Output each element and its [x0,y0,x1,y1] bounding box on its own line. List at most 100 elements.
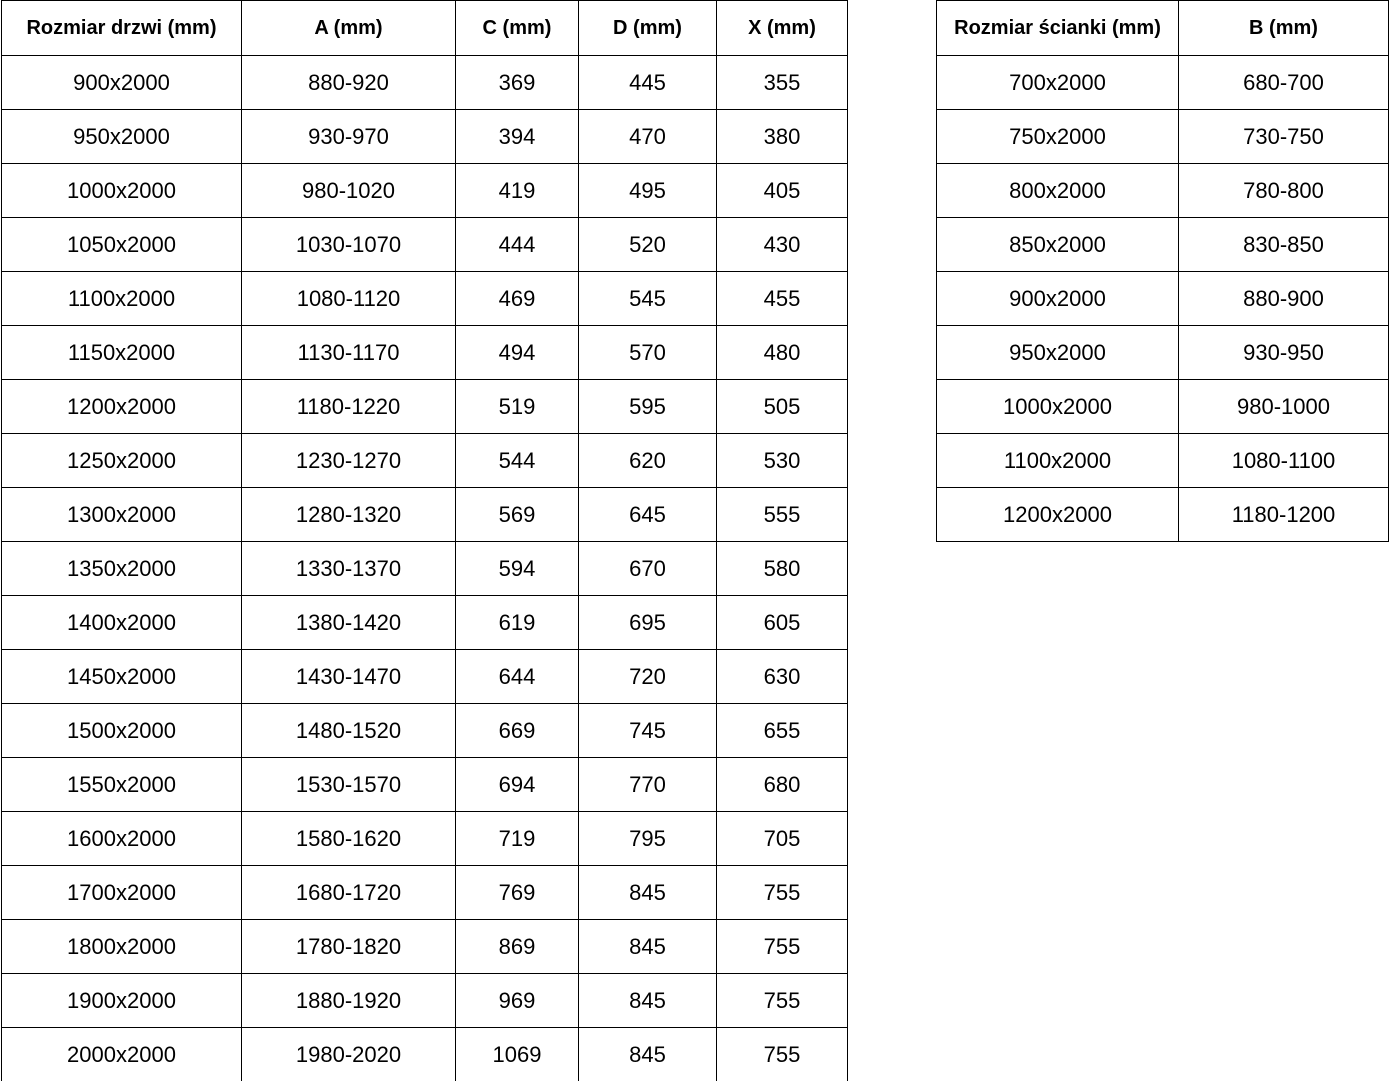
cell: 755 [716,973,848,1028]
cell: 519 [455,379,579,434]
cell: 495 [578,163,717,218]
header-row: Rozmiar drzwi (mm) A (mm) C (mm) D (mm) … [1,0,848,56]
cell: 394 [455,109,579,164]
cell: 670 [578,541,717,596]
table-row: 1200x2000 1180-1200 [936,487,1389,542]
cell: 544 [455,433,579,488]
cell: 630 [716,649,848,704]
table-row: 1400x2000 1380-1420 619 695 605 [1,595,848,650]
cell: 494 [455,325,579,380]
cell: 830-850 [1178,217,1389,272]
column-header-c: C (mm) [455,0,579,56]
table-row: 1300x2000 1280-1320 569 645 555 [1,487,848,542]
table-row: 800x2000 780-800 [936,163,1389,218]
table-row: 1700x2000 1680-1720 769 845 755 [1,865,848,920]
cell: 430 [716,217,848,272]
cell: 569 [455,487,579,542]
cell: 1250x2000 [1,433,242,488]
cell: 369 [455,55,579,110]
cell: 719 [455,811,579,866]
cell: 619 [455,595,579,650]
cell: 419 [455,163,579,218]
cell: 1400x2000 [1,595,242,650]
cell: 1430-1470 [241,649,456,704]
cell: 505 [716,379,848,434]
cell: 669 [455,703,579,758]
cell: 700x2000 [936,55,1179,110]
cell: 845 [578,919,717,974]
door-size-table-header: Rozmiar drzwi (mm) A (mm) C (mm) D (mm) … [1,0,848,56]
cell: 1900x2000 [1,973,242,1028]
cell: 1350x2000 [1,541,242,596]
cell: 655 [716,703,848,758]
cell: 900x2000 [1,55,242,110]
table-row: 1250x2000 1230-1270 544 620 530 [1,433,848,488]
cell: 605 [716,595,848,650]
cell: 1330-1370 [241,541,456,596]
cell: 769 [455,865,579,920]
table-row: 1450x2000 1430-1470 644 720 630 [1,649,848,704]
table-row: 700x2000 680-700 [936,55,1389,110]
table-row: 1050x2000 1030-1070 444 520 430 [1,217,848,272]
cell: 355 [716,55,848,110]
cell: 730-750 [1178,109,1389,164]
cell: 545 [578,271,717,326]
cell: 1550x2000 [1,757,242,812]
table-row: 1150x2000 1130-1170 494 570 480 [1,325,848,380]
cell: 1069 [455,1027,579,1081]
cell: 1100x2000 [1,271,242,326]
table-row: 1100x2000 1080-1120 469 545 455 [1,271,848,326]
cell: 480 [716,325,848,380]
cell: 1300x2000 [1,487,242,542]
table-row: 1550x2000 1530-1570 694 770 680 [1,757,848,812]
cell: 755 [716,1027,848,1081]
cell: 1680-1720 [241,865,456,920]
cell: 800x2000 [936,163,1179,218]
cell: 469 [455,271,579,326]
cell: 1080-1100 [1178,433,1389,488]
cell: 1000x2000 [1,163,242,218]
cell: 680 [716,757,848,812]
cell: 750x2000 [936,109,1179,164]
column-header-door-size: Rozmiar drzwi (mm) [1,0,242,56]
cell: 1580-1620 [241,811,456,866]
cell: 745 [578,703,717,758]
cell: 795 [578,811,717,866]
cell: 594 [455,541,579,596]
cell: 570 [578,325,717,380]
cell: 595 [578,379,717,434]
cell: 845 [578,1027,717,1081]
cell: 644 [455,649,579,704]
cell: 470 [578,109,717,164]
cell: 1200x2000 [936,487,1179,542]
column-header-wall-size: Rozmiar ścianki (mm) [936,0,1179,56]
wall-size-table-body: 700x2000 680-700 750x2000 730-750 800x2000 78… [936,55,1389,542]
cell: 755 [716,919,848,974]
cell: 1150x2000 [1,325,242,380]
cell: 380 [716,109,848,164]
cell: 950x2000 [1,109,242,164]
table-row: 1800x2000 1780-1820 869 845 755 [1,919,848,974]
cell: 1530-1570 [241,757,456,812]
cell: 755 [716,865,848,920]
cell: 1130-1170 [241,325,456,380]
column-header-a: A (mm) [241,0,456,56]
column-header-b: B (mm) [1178,0,1389,56]
cell: 1280-1320 [241,487,456,542]
table-row: 950x2000 930-970 394 470 380 [1,109,848,164]
cell: 530 [716,433,848,488]
cell: 1000x2000 [936,379,1179,434]
cell: 1480-1520 [241,703,456,758]
table-row: 750x2000 730-750 [936,109,1389,164]
table-row: 1500x2000 1480-1520 669 745 655 [1,703,848,758]
cell: 869 [455,919,579,974]
header-row: Rozmiar ścianki (mm) B (mm) [936,0,1389,56]
cell: 880-900 [1178,271,1389,326]
table-row: 1600x2000 1580-1620 719 795 705 [1,811,848,866]
cell: 2000x2000 [1,1027,242,1081]
cell: 930-950 [1178,325,1389,380]
cell: 580 [716,541,848,596]
table-row: 850x2000 830-850 [936,217,1389,272]
wall-size-table: Rozmiar ścianki (mm) B (mm) 700x2000 680-… [936,0,1389,542]
